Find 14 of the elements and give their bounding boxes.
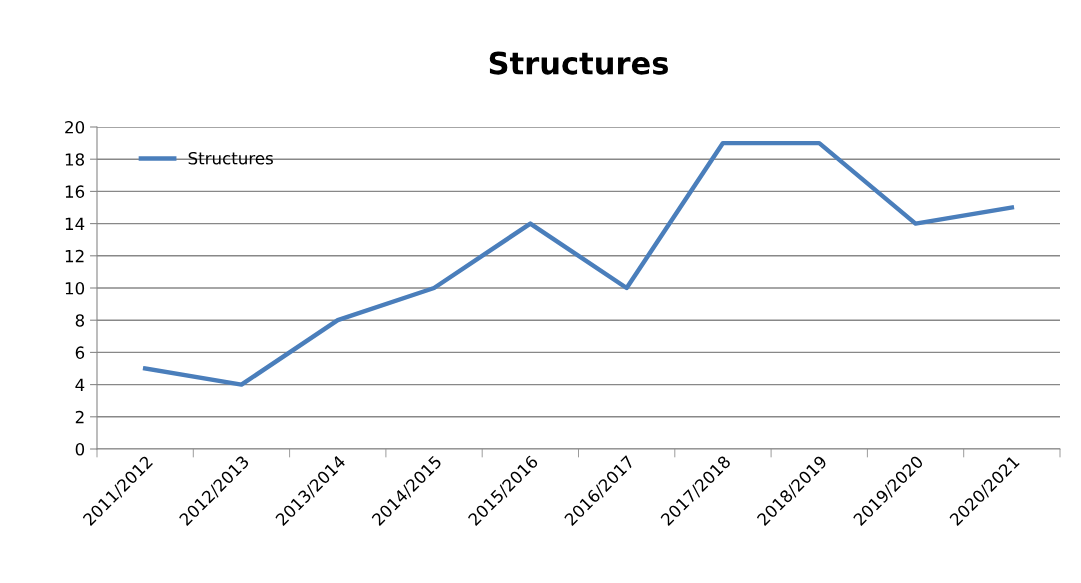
y-tick-label: 18 — [65, 153, 85, 166]
line-series — [142, 140, 1015, 387]
y-tick-label: 4 — [75, 378, 85, 391]
y-tick-label: 14 — [65, 217, 85, 230]
y-tick-label: 16 — [65, 185, 85, 198]
y-tick-label: 8 — [75, 314, 85, 327]
legend-label: Structures — [188, 151, 273, 165]
y-tick-label: 0 — [75, 442, 85, 456]
y-tick-label: 12 — [65, 249, 84, 263]
chart-title: Structures — [489, 51, 668, 75]
y-tick-label: 20 — [65, 120, 85, 134]
y-tick-label: 2 — [75, 410, 84, 424]
y-tick-label: 6 — [75, 346, 85, 359]
y-tick-label: 10 — [65, 281, 85, 295]
